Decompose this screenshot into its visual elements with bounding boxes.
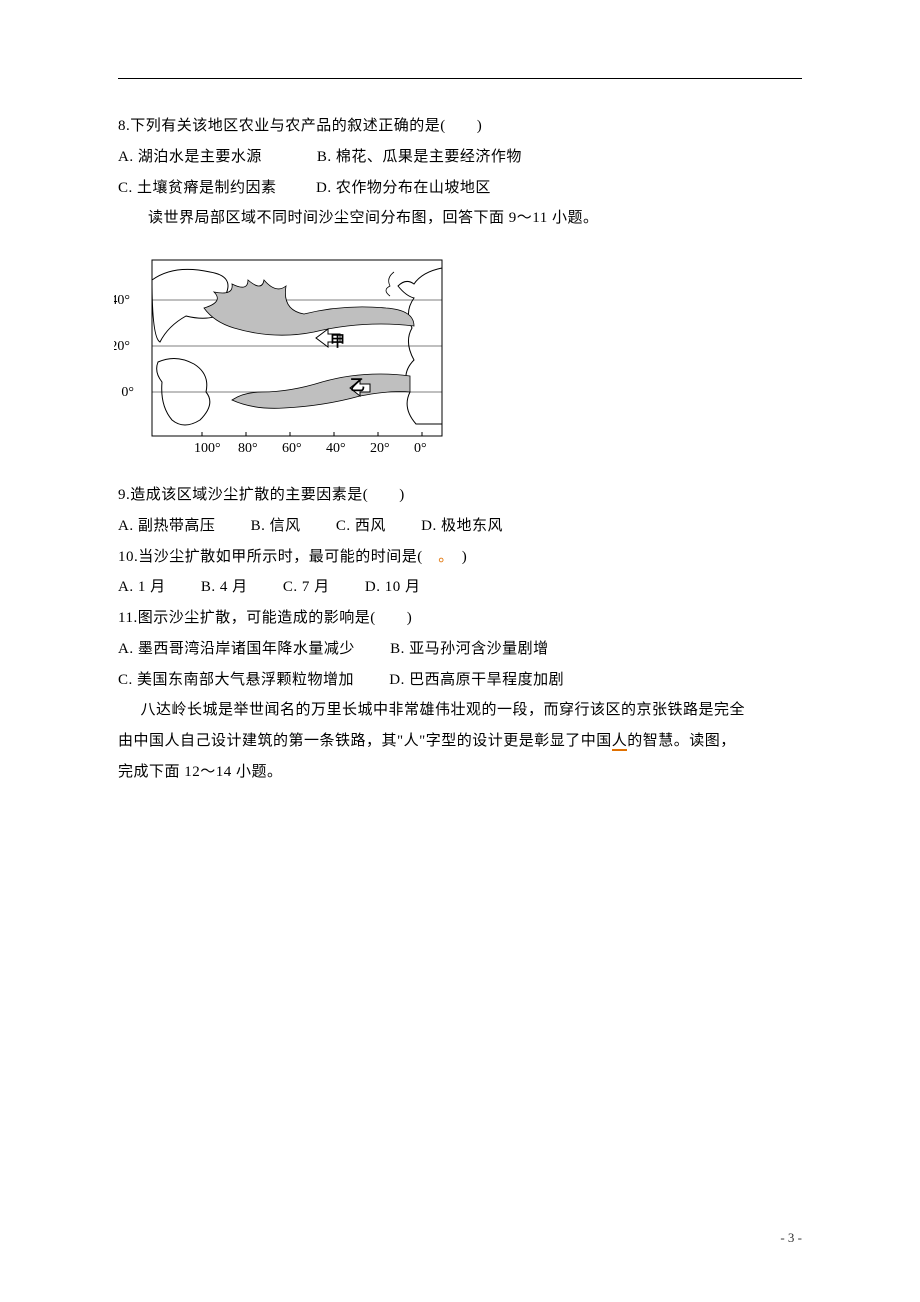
q9-stem: 9.造成该区域沙尘扩散的主要因素是( ) <box>118 480 802 511</box>
q8-option-a: A. 湖泊水是主要水源 <box>118 149 262 165</box>
dust-map: 甲 乙 40° 20° 0° 100° 80° 60° 40° 20° 0° <box>114 242 802 470</box>
q10-option-c: C. 7 月 <box>283 579 330 595</box>
intro-12-14-b: 由中国人自己设计建筑的第一条铁路，其"人"字型的设计更是彰显了中国 <box>118 733 612 749</box>
lon-label: 100° <box>194 441 221 456</box>
q10-option-d: D. 10 月 <box>365 579 421 595</box>
q9-option-a: A. 副热带高压 <box>118 518 215 534</box>
q10-option-a: A. 1 月 <box>118 579 166 595</box>
q9-options: A. 副热带高压 B. 信风 C. 西风 D. 极地东风 <box>118 511 802 542</box>
lon-label: 0° <box>414 441 427 456</box>
lon-label: 40° <box>326 441 346 456</box>
page-number: - 3 - <box>780 1230 802 1246</box>
lon-labels: 100° 80° 60° 40° 20° 0° <box>194 441 427 456</box>
q9-option-c: C. 西风 <box>336 518 386 534</box>
label-yi: 乙 <box>350 378 365 394</box>
top-rule <box>118 78 802 79</box>
q11-options-row2: C. 美国东南部大气悬浮颗粒物增加 D. 巴西高原干旱程度加剧 <box>118 665 802 696</box>
intro-9-11: 读世界局部区域不同时间沙尘空间分布图，回答下面 9～11 小题。 <box>118 203 802 234</box>
q11-option-b: B. 亚马孙河含沙量剧增 <box>390 641 549 657</box>
q8-options-row1: A. 湖泊水是主要水源 B. 棉花、瓜果是主要经济作物 <box>118 142 802 173</box>
lon-label: 80° <box>238 441 258 456</box>
lon-label: 20° <box>370 441 390 456</box>
q9-option-d: D. 极地东风 <box>421 518 503 534</box>
q10-option-b: B. 4 月 <box>201 579 248 595</box>
lat-label: 20° <box>114 339 130 354</box>
q8-stem: 8.下列有关该地区农业与农产品的叙述正确的是( ) <box>118 111 802 142</box>
q8-option-d: D. 农作物分布在山坡地区 <box>316 180 491 196</box>
q10-stem-b: ) <box>446 549 467 565</box>
q11-option-d: D. 巴西高原干旱程度加剧 <box>389 672 564 688</box>
q10-stem: 10.当沙尘扩散如甲所示时，最可能的时间是( 。 ) <box>118 542 802 573</box>
q10-options: A. 1 月 B. 4 月 C. 7 月 D. 10 月 <box>118 572 802 603</box>
lat-labels: 40° 20° 0° <box>114 293 134 400</box>
intro-12-14-c: 的智慧。读图， <box>627 733 736 749</box>
lat-label: 0° <box>121 385 134 400</box>
intro-12-14-line2: 由中国人自己设计建筑的第一条铁路，其"人"字型的设计更是彰显了中国人的智慧。读图… <box>118 726 802 757</box>
q11-options-row1: A. 墨西哥湾沿岸诸国年降水量减少 B. 亚马孙河含沙量剧增 <box>118 634 802 665</box>
page: 8.下列有关该地区农业与农产品的叙述正确的是( ) A. 湖泊水是主要水源 B.… <box>0 0 920 1302</box>
q11-option-c: C. 美国东南部大气悬浮颗粒物增加 <box>118 672 354 688</box>
q11-option-a: A. 墨西哥湾沿岸诸国年降水量减少 <box>118 641 355 657</box>
q8-options-row2: C. 土壤贫瘠是制约因素 D. 农作物分布在山坡地区 <box>118 173 802 204</box>
intro-12-14-line3: 完成下面 12～14 小题。 <box>118 757 802 788</box>
dust-map-svg: 甲 乙 40° 20° 0° 100° 80° 60° 40° 20° 0° <box>114 242 454 470</box>
q10-stem-a: 10.当沙尘扩散如甲所示时，最可能的时间是( <box>118 549 438 565</box>
lat-label: 40° <box>114 293 130 308</box>
underlined-ren: 人 <box>612 733 628 751</box>
q8-option-b: B. 棉花、瓜果是主要经济作物 <box>317 149 522 165</box>
q9-option-b: B. 信风 <box>251 518 301 534</box>
q11-stem: 11.图示沙尘扩散，可能造成的影响是( ) <box>118 603 802 634</box>
label-jia: 甲 <box>330 333 345 350</box>
lon-label: 60° <box>282 441 302 456</box>
q8-option-c: C. 土壤贫瘠是制约因素 <box>118 180 277 196</box>
intro-12-14-line1: 八达岭长城是举世闻名的万里长城中非常雄伟壮观的一段，而穿行该区的京张铁路是完全 <box>118 695 802 726</box>
